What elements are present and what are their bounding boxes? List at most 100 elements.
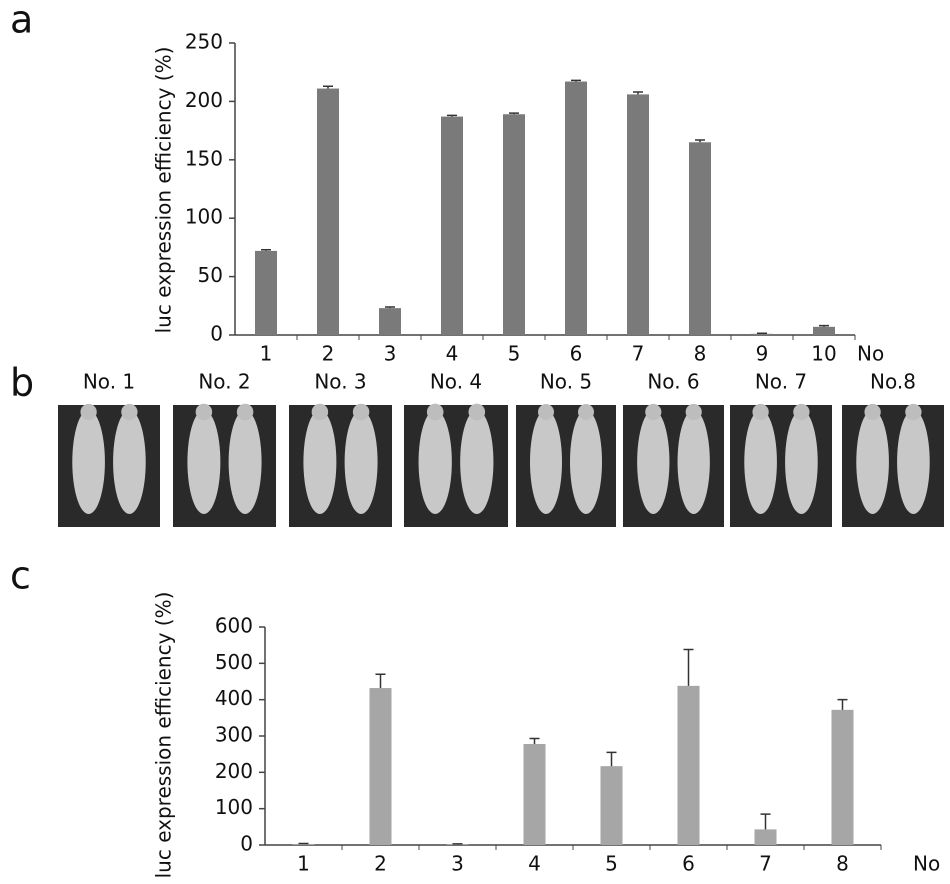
mouse	[897, 410, 930, 514]
mouse	[345, 410, 378, 514]
error-bar	[757, 333, 767, 334]
image-label: No. 2	[198, 370, 250, 394]
mouse	[72, 410, 105, 514]
mouse-head	[793, 404, 809, 420]
mouse-head	[312, 404, 328, 420]
mouse	[187, 410, 220, 514]
panel-label: c	[10, 554, 31, 598]
mouse	[637, 410, 669, 514]
bar	[627, 94, 649, 335]
mouse-head	[468, 404, 485, 421]
y-tick-label: 100	[185, 205, 223, 229]
x-tick-label: 1	[260, 342, 273, 366]
mouse-head	[353, 404, 369, 420]
x-tick-label: 4	[446, 342, 459, 366]
x-tick-label: 6	[570, 342, 583, 366]
y-tick-label: 0	[210, 322, 223, 346]
y-tick-label: 500	[215, 650, 253, 674]
mouse	[460, 410, 493, 514]
error-bar	[323, 86, 333, 88]
bar	[255, 251, 277, 335]
error-bar	[530, 739, 540, 744]
mouse	[229, 410, 262, 514]
mouse-head	[686, 404, 702, 420]
x-tick-label: 7	[632, 342, 645, 366]
bar	[813, 327, 835, 335]
mouse	[785, 410, 818, 514]
image-label: No. 6	[647, 370, 699, 394]
x-tick-label: 9	[756, 342, 769, 366]
error-bar	[695, 140, 705, 142]
mouse	[856, 410, 889, 514]
bar	[601, 766, 623, 845]
x-axis-title: No	[857, 342, 884, 366]
y-axis-title: luc expression efficiency (%)	[152, 47, 176, 334]
error-bar	[447, 115, 457, 116]
x-tick-label: 3	[384, 342, 397, 366]
bar	[832, 710, 854, 845]
panel-label: b	[10, 361, 34, 405]
mouse-head	[121, 404, 137, 420]
bar	[370, 688, 392, 845]
x-tick-label: 6	[682, 852, 695, 876]
bar	[755, 829, 777, 845]
bar	[293, 844, 315, 845]
error-bar	[299, 844, 309, 845]
mouse-head	[427, 404, 444, 421]
mouse	[530, 410, 562, 514]
x-tick-label: 4	[528, 852, 541, 876]
image-label: No. 1	[83, 370, 135, 394]
y-tick-label: 150	[185, 146, 223, 170]
image-label: No. 5	[540, 370, 592, 394]
y-tick-label: 300	[215, 723, 253, 747]
x-tick-label: 2	[322, 342, 335, 366]
x-tick-label: 5	[508, 342, 521, 366]
bar	[678, 686, 700, 845]
error-bar	[761, 814, 771, 829]
y-tick-label: 200	[185, 88, 223, 112]
x-tick-label: 1	[297, 852, 310, 876]
image-label: No. 4	[430, 370, 482, 394]
bar	[379, 308, 401, 335]
x-tick-label: 7	[759, 852, 772, 876]
figure: a b c No. 1 No. 2 No. 3 No. 4 No. 5 No. 6 No. …	[0, 0, 950, 884]
x-tick-label: 8	[694, 342, 707, 366]
mouse-head	[905, 404, 921, 420]
y-tick-label: 100	[215, 795, 253, 819]
mouse-head	[864, 404, 880, 420]
x-tick-label: 8	[836, 852, 849, 876]
mouse-head	[645, 404, 661, 420]
image-label: No.8	[870, 370, 916, 394]
mouse	[113, 410, 146, 514]
y-tick-label: 250	[185, 30, 223, 54]
error-bar	[376, 674, 386, 688]
x-axis-title: No	[913, 852, 940, 876]
x-tick-label: 3	[451, 852, 464, 876]
error-bar	[633, 92, 643, 94]
y-tick-label: 200	[215, 759, 253, 783]
mouse-head	[80, 404, 96, 420]
image-label: No. 7	[755, 370, 807, 394]
bar	[565, 82, 587, 335]
y-tick-label: 600	[215, 614, 253, 638]
bar	[524, 744, 546, 845]
image-label: No. 3	[314, 370, 366, 394]
error-bar	[819, 326, 829, 327]
error-bar	[385, 307, 395, 308]
error-bar	[571, 80, 581, 81]
mouse-head	[196, 404, 212, 420]
error-bar	[838, 700, 848, 710]
panel-label: a	[10, 0, 33, 42]
x-tick-label: 10	[811, 342, 836, 366]
bar	[503, 114, 525, 335]
x-tick-label: 2	[374, 852, 387, 876]
mouse	[744, 410, 777, 514]
error-bar	[261, 250, 271, 251]
mouse-head	[538, 404, 554, 420]
bar	[441, 117, 463, 335]
mouse-head	[237, 404, 253, 420]
y-axis-title: luc expression efficiency (%)	[152, 592, 176, 879]
y-tick-label: 50	[198, 263, 223, 287]
mouse	[419, 410, 452, 514]
y-tick-label: 0	[240, 832, 253, 856]
